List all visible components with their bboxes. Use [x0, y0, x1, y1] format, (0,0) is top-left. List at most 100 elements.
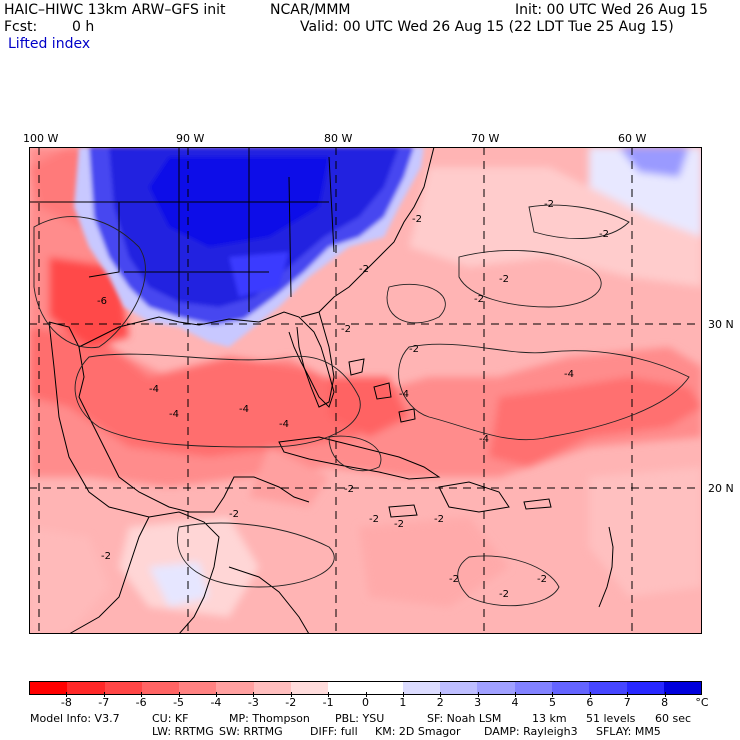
lat-label-30n: 30 N	[708, 318, 734, 331]
init-time: Init: 00 UTC Wed 26 Aug 15	[515, 2, 708, 18]
contour-label: -2	[344, 484, 354, 495]
colorbar-tick-label: -7	[98, 696, 110, 709]
colorbar-tick-label: -4	[210, 696, 222, 709]
colorbar-tickmark	[627, 692, 629, 697]
colorbar-tick-label: -3	[247, 696, 259, 709]
contour-label: -2	[599, 229, 609, 240]
colorbar-tick-label: 1	[399, 696, 407, 709]
model-info: Model Info: V3.7	[30, 712, 120, 725]
lat-lon-grid	[29, 147, 702, 634]
coastlines	[29, 147, 614, 634]
colorbar-tickmark	[328, 692, 330, 697]
contour-label-group: -6 -4 -4 -4 -4 -4 -4 -4 -2 -2 -2 -2 -2 -…	[97, 199, 609, 600]
contour-label: -2	[499, 589, 509, 600]
contour-label: -4	[399, 389, 409, 400]
sflay-scheme: SFLAY: MM5	[596, 725, 661, 738]
colorbar-tick-label: 3	[474, 696, 482, 709]
colorbar-tick-label: 0	[362, 696, 369, 709]
vertical-levels: 51 levels	[586, 712, 636, 725]
timestep: 60 sec	[655, 712, 692, 725]
colorbar-tick-label: -1	[322, 696, 334, 709]
colorbar-tick-label: 6	[586, 696, 594, 709]
diff-scheme: DIFF: full	[310, 725, 358, 738]
contour-label: -2	[449, 574, 459, 585]
contour-label: -2	[499, 274, 509, 285]
colorbar-swatch	[551, 682, 590, 694]
colorbar-tickmark	[253, 692, 255, 697]
colorbar-tickmark	[178, 692, 180, 697]
contour-label: -2	[412, 214, 422, 225]
lat-label-20n: 20 N	[708, 482, 734, 495]
contour-label: -2	[474, 294, 484, 305]
colorbar-swatch	[30, 682, 68, 694]
colorbar-swatch	[216, 682, 254, 694]
contour-label: -2	[101, 551, 111, 562]
contour-lines	[33, 204, 690, 607]
contour-label: -4	[564, 369, 574, 380]
colorbar-tickmark	[515, 692, 517, 697]
contour-label: -4	[149, 384, 159, 395]
cu-scheme: CU: KF	[152, 712, 189, 725]
colorbar-swatch	[141, 682, 180, 694]
colorbar-tickmark	[141, 692, 143, 697]
colorbar-tickmark	[290, 692, 292, 697]
lon-label-70w: 70 W	[471, 132, 500, 145]
colorbar-swatch	[104, 682, 142, 694]
sw-scheme: SW: RRTMG	[219, 725, 283, 738]
colorbar-swatch	[402, 682, 441, 694]
colorbar-tick-label: -2	[285, 696, 297, 709]
colorbar-swatch	[514, 682, 552, 694]
contour-label: -2	[229, 509, 239, 520]
km-scheme: KM: 2D Smagor	[375, 725, 461, 738]
contour-label: -2	[434, 514, 444, 525]
colorbar-tickmark	[477, 692, 479, 697]
lon-label-80w: 80 W	[324, 132, 353, 145]
lon-label-100w: 100 W	[23, 132, 59, 145]
contour-label: -2	[341, 324, 351, 335]
colorbar-tickmark	[215, 692, 217, 697]
colorbar-tick-label: 4	[511, 696, 519, 709]
colorbar-swatch	[67, 682, 105, 694]
colorbar-swatch	[663, 682, 702, 694]
colorbar-tickmark	[402, 692, 404, 697]
damp-scheme: DAMP: Rayleigh3	[484, 725, 578, 738]
sf-scheme: SF: Noah LSM	[427, 712, 502, 725]
colorbar-tick-label: -8	[60, 696, 72, 709]
colorbar-swatch	[253, 682, 291, 694]
field-title: Lifted index	[8, 36, 91, 52]
contour-label: -4	[479, 434, 489, 445]
model-title: HAIC–HIWC 13km ARW–GFS init	[4, 2, 226, 18]
lon-label-90w: 90 W	[176, 132, 205, 145]
contour-label: -2	[409, 344, 419, 355]
colorbar-swatch	[589, 682, 627, 694]
colorbar-swatch	[328, 682, 366, 694]
contour-label: -4	[169, 409, 179, 420]
colorbar-tickmark	[103, 692, 105, 697]
lon-label-60w: 60 W	[618, 132, 647, 145]
colorbar-tickmark	[66, 692, 68, 697]
contour-label: -6	[97, 296, 107, 307]
colorbar-tick-label: -5	[173, 696, 185, 709]
colorbar-tickmark	[552, 692, 554, 697]
colorbar-swatch	[477, 682, 515, 694]
colorbar-tickmark	[440, 692, 442, 697]
lw-scheme: LW: RRTMG	[152, 725, 214, 738]
colorbar-tickmark	[365, 692, 367, 697]
contour-label: -4	[239, 404, 249, 415]
colorbar-tick-label: 8	[661, 696, 669, 709]
contour-label: -2	[369, 514, 379, 525]
colorbar-swatch	[626, 682, 664, 694]
contour-label: -2	[359, 264, 369, 275]
forecast-hour: 0 h	[72, 19, 95, 35]
valid-time: Valid: 00 UTC Wed 26 Aug 15 (22 LDT Tue …	[300, 19, 674, 35]
map-frame	[29, 147, 702, 634]
colorbar-swatch	[290, 682, 329, 694]
colorbar-swatch	[179, 682, 217, 694]
colorbar-tick-label: 5	[548, 696, 556, 709]
colorbar-swatch	[365, 682, 403, 694]
contour-label: -2	[544, 199, 554, 210]
mp-scheme: MP: Thompson	[229, 712, 310, 725]
colorbar-tick-label: 7	[623, 696, 631, 709]
forecast-label: Fcst:	[4, 19, 38, 35]
colorbar-tickmark	[589, 692, 591, 697]
